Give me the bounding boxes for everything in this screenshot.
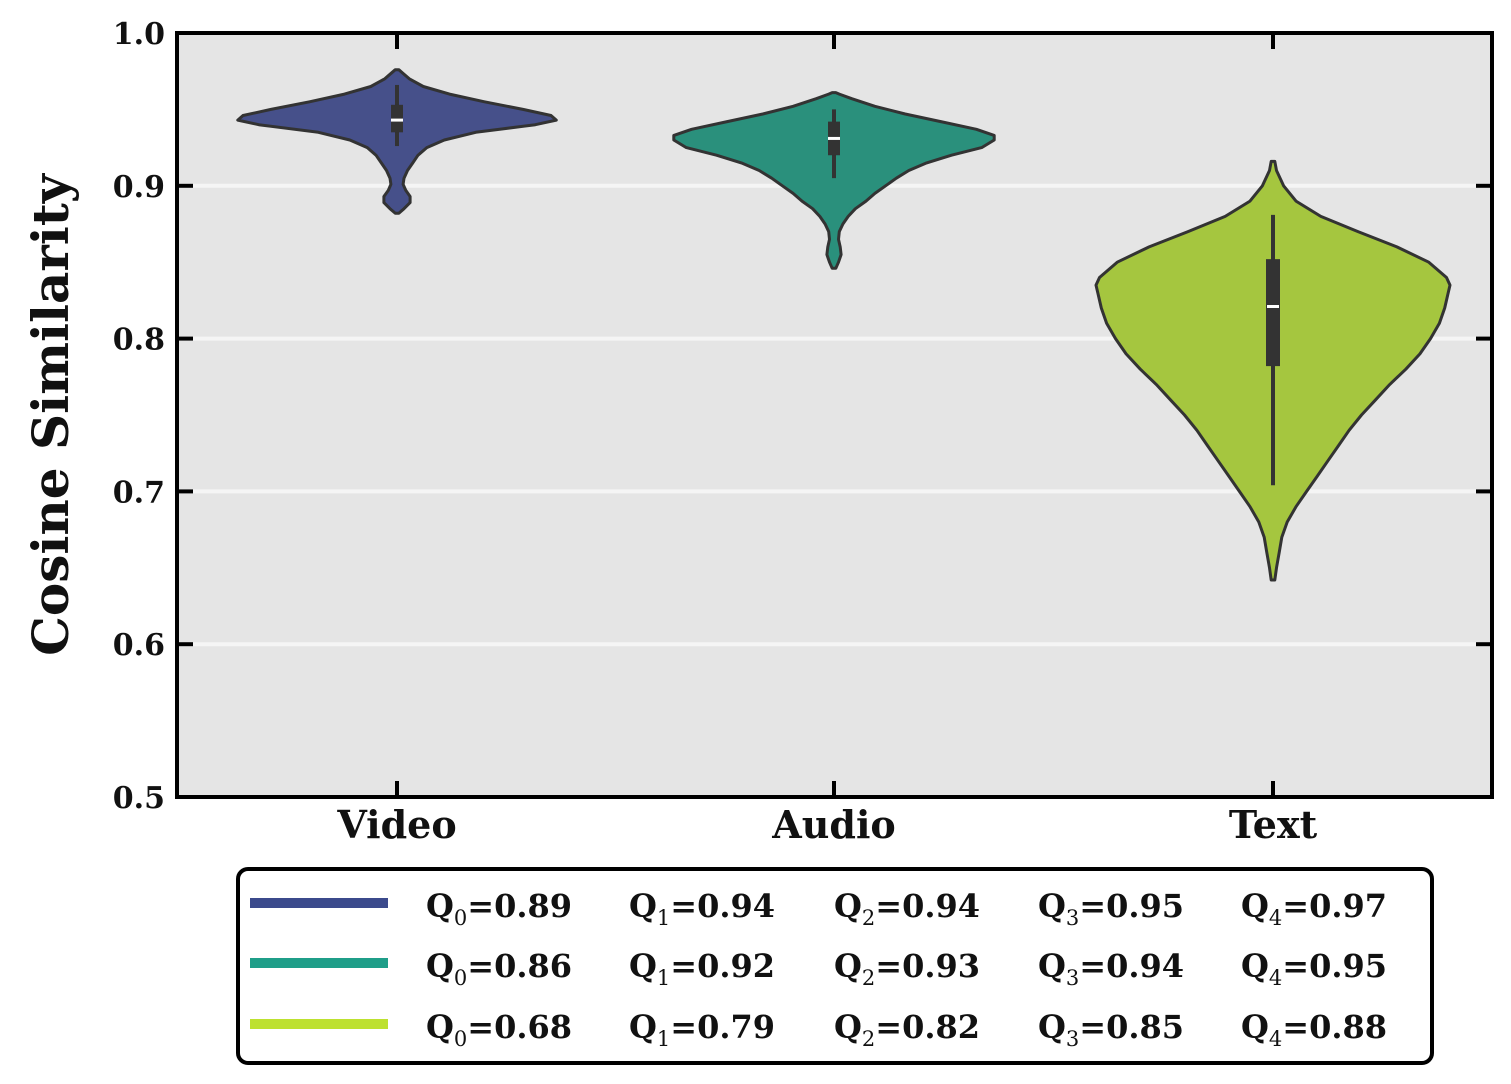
x-tick-label-text: Text [1229,802,1318,847]
iqr-box-video [391,104,403,133]
legend-quantile-label: Q4=0.88 [1241,1008,1387,1051]
y-tick-label: 0.8 [113,323,165,358]
legend-quantile-label: Q4=0.97 [1241,887,1387,930]
legend-quantile-label: Q2=0.93 [834,947,980,990]
y-axis-title: Cosine Similarity [21,172,80,656]
legend-quantile-label: Q1=0.79 [629,1008,775,1051]
legend-quantile-label: Q2=0.82 [834,1008,980,1051]
legend-quantile-label: Q4=0.95 [1241,947,1387,990]
y-tick-label: 1.0 [113,17,165,52]
legend-quantile-label: Q1=0.94 [629,887,775,930]
legend-quantile-label: Q0=0.68 [426,1008,572,1051]
y-tick-label: 0.5 [113,781,165,816]
iqr-box-text [1266,259,1280,367]
legend-quantile-label: Q3=0.94 [1038,947,1184,990]
legend-quantile-label: Q3=0.85 [1038,1008,1184,1051]
violin-audio [672,91,996,270]
x-tick-label-audio: Audio [771,802,895,847]
violins [236,68,1452,582]
legend-quantile-label: Q3=0.95 [1038,887,1184,930]
x-tick-label-video: Video [336,802,456,847]
legend-quantile-label: Q2=0.94 [834,887,980,930]
legend: Q0=0.89 Q1=0.94 Q2=0.94 Q3=0.95 Q4=0.97 Q0=0.… [236,867,1434,1065]
legend-quantile-label: Q1=0.92 [629,947,775,990]
y-tick-label: 0.7 [113,475,165,510]
legend-box [236,867,1434,1065]
legend-quantile-label: Q0=0.86 [426,947,572,990]
y-tick-label: 0.6 [113,628,165,663]
axis-ticks: 0.5 0.6 0.7 0.8 0.9 1.0 Video Audio Text [113,17,1492,847]
legend-quantile-label: Q0=0.89 [426,887,572,930]
y-tick-label: 0.9 [113,170,165,205]
